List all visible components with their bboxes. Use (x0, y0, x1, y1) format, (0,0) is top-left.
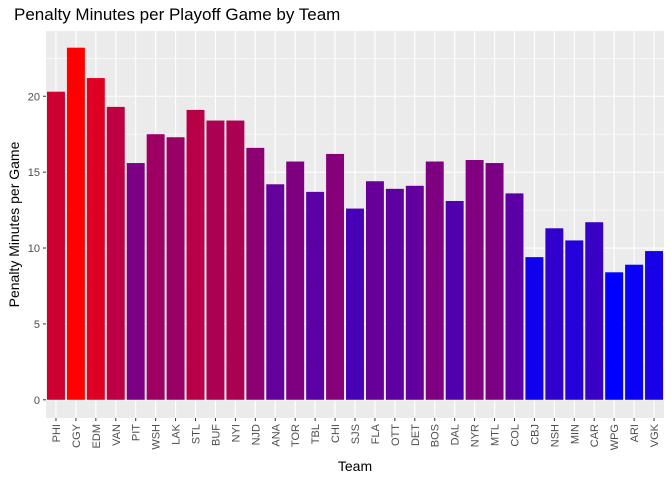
bar-cbj (525, 257, 544, 400)
x-tick-label: ARI (629, 424, 641, 442)
bar-col (505, 193, 524, 400)
x-tick-label: CHI (330, 424, 342, 443)
x-tick-label: NYR (470, 424, 482, 447)
y-tick-label: 5 (34, 319, 40, 331)
bar-stl (186, 109, 205, 400)
bar-lak (166, 137, 185, 400)
x-axis-title: Team (338, 458, 372, 474)
x-tick-label: PIT (131, 424, 143, 441)
bar-van (106, 106, 125, 400)
y-tick-label: 0 (34, 395, 40, 407)
y-tick-label: 20 (28, 91, 40, 103)
x-tick-label: CBJ (529, 424, 541, 445)
x-tick-label: LAK (171, 423, 183, 444)
bar-tbl (306, 191, 325, 400)
x-tick-label: ANA (270, 423, 282, 446)
bar-nsh (545, 228, 564, 400)
x-tick-label: DET (410, 424, 422, 446)
x-tick-label: PHI (51, 424, 63, 442)
bar-ari (625, 264, 644, 400)
x-tick-label: BOS (430, 424, 442, 447)
bar-wsh (146, 134, 165, 400)
x-tick-label: OTT (390, 424, 402, 446)
x-tick-label: EDM (91, 424, 103, 448)
y-axis: 0 5 10 15 20 (28, 91, 46, 407)
y-tick-label: 10 (28, 243, 40, 255)
x-tick-label: TOR (290, 424, 302, 447)
bar-chi (326, 153, 345, 400)
x-tick-label: STL (191, 424, 203, 444)
bar-min (565, 240, 584, 400)
bar-phi (46, 91, 65, 400)
x-tick-label: VGK (649, 423, 661, 447)
x-tick-label: NYI (230, 424, 242, 442)
x-tick-label: FLA (370, 423, 382, 444)
bar-pit (126, 163, 145, 400)
bar-vgk (645, 251, 664, 400)
x-tick-label: CGY (71, 423, 83, 448)
x-tick-label: CAR (589, 424, 601, 447)
y-axis-title: Penalty Minutes per Game (6, 141, 22, 307)
bar-sjs (346, 208, 364, 400)
bar-det (405, 185, 424, 400)
bar-tor (286, 161, 305, 400)
x-tick-label: NJD (250, 424, 262, 445)
x-tick-label: WPG (609, 424, 621, 450)
x-tick-label: MTL (490, 424, 502, 446)
x-tick-label: NSH (549, 424, 561, 447)
y-tick-label: 15 (28, 167, 40, 179)
chart-title: Penalty Minutes per Playoff Game by Team (14, 5, 341, 24)
x-tick-label: COL (509, 424, 521, 447)
x-tick-label: DAL (450, 424, 462, 445)
bar-ott (385, 188, 404, 400)
bar-buf (206, 120, 225, 400)
bar-nyi (226, 120, 245, 400)
x-tick-label: TBL (310, 424, 322, 444)
x-tick-label: BUF (210, 424, 222, 446)
x-axis: PHI CGY EDM VAN PIT WSH LAK STL BUF NYI NJD ANA TOR T… (51, 418, 661, 450)
x-tick-label: WSH (151, 424, 163, 450)
bar-ana (266, 184, 285, 400)
bar-edm (86, 78, 105, 400)
x-tick-label: SJS (350, 424, 362, 444)
bar-car (585, 222, 604, 400)
x-tick-label: VAN (111, 424, 123, 446)
bars (46, 47, 664, 400)
bar-bos (425, 161, 444, 400)
bar-dal (445, 200, 464, 400)
bar-cgy (66, 47, 85, 400)
bar-fla (365, 181, 384, 400)
bar-mtl (485, 163, 504, 400)
bar-njd (246, 147, 265, 400)
bar-wpg (605, 272, 624, 400)
x-tick-label: MIN (569, 424, 581, 444)
bar-nyr (465, 160, 484, 400)
